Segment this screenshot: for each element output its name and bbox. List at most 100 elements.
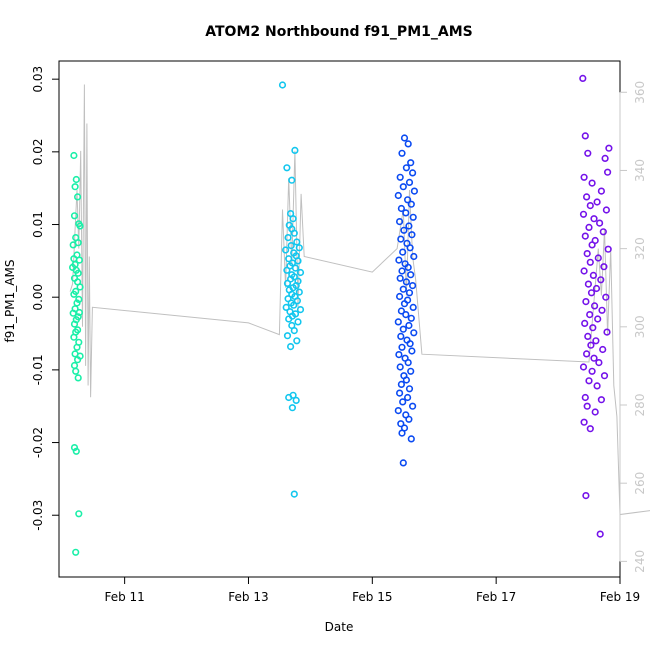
data-point [292,396,300,405]
data-point [397,307,406,315]
data-point [399,183,407,191]
data-point [398,149,406,157]
data-point [73,343,81,351]
data-point [287,343,295,351]
right-y-axis: 240 260 280 300 320 340 360 [619,81,647,573]
data-point [70,333,78,341]
right-y-tick-label: 340 [633,159,647,182]
data-point [282,246,290,254]
secondary-trace [69,84,650,516]
right-y-tick-label: 320 [633,237,647,260]
data-point [397,332,405,341]
data-point [586,202,594,210]
data-point [583,250,591,258]
plot-border [58,60,621,578]
data-point [70,320,79,328]
y-tick-label: 0.03 [31,66,45,93]
data-point [597,396,606,404]
data-point [404,263,412,272]
right-y-tick-label: 280 [633,394,647,417]
x-tick-label: Feb 17 [476,590,516,604]
data-point [598,306,606,314]
data-point [584,149,592,157]
data-point [410,187,419,195]
data-point [407,271,415,279]
data-point [397,420,405,428]
data-point [404,393,412,402]
data-point [408,347,416,355]
data-point [589,324,597,332]
data-point [582,350,591,358]
data-point [591,408,599,416]
data-point [283,266,291,274]
data-point [70,212,79,220]
data-point [407,367,415,375]
data-point [586,425,594,433]
data-point [70,361,79,370]
data-point [402,164,411,172]
data-point [588,241,596,249]
data-point [593,382,601,390]
data-point [588,367,596,375]
data-point [603,328,611,336]
data-point [71,183,79,191]
data-point [396,363,404,371]
right-y-tick-label: 300 [633,315,647,338]
data-points [68,74,613,556]
data-point [600,263,608,271]
data-point [405,385,414,393]
data-point [72,447,80,455]
data-point [73,356,82,364]
data-point [602,293,610,301]
y-tick-label: 0.02 [31,138,45,165]
x-tick-label: Feb 15 [352,590,392,604]
data-point [293,337,301,345]
data-point [582,298,590,306]
y-tick-label: 0.00 [31,284,45,311]
data-point [589,271,598,280]
data-point [590,215,598,223]
data-point [75,510,83,518]
data-point [293,297,302,305]
data-point [70,151,78,160]
data-point [594,315,602,323]
data-point [290,490,298,498]
y-axis: -0.03 -0.02 -0.01 0.00 0.01 0.02 0.03 [31,66,60,531]
data-point [595,219,604,227]
data-point [75,295,83,304]
data-point [584,332,592,341]
data-point [75,308,83,317]
chart-title: ATOM2 Northbound f91_PM1_AMS [205,24,472,40]
data-point [590,302,599,310]
data-point [288,176,296,184]
data-point [288,404,297,412]
data-point [396,218,404,226]
data-point [580,173,588,181]
data-point [602,206,611,214]
data-point [599,345,607,354]
data-point [72,175,80,184]
x-axis-label: Date [325,620,354,634]
secondary-trace-line [69,84,650,516]
data-point [581,319,589,328]
data-point [72,367,80,375]
data-point [599,228,607,236]
data-point [586,311,594,319]
data-point [603,168,612,176]
data-point [404,140,412,148]
data-point [283,164,291,172]
data-point [70,444,79,452]
data-point [285,255,293,263]
data-point [597,187,606,195]
data-point [600,372,609,380]
data-point [582,492,590,500]
data-point [405,289,414,297]
data-point [291,146,299,154]
data-point [595,359,603,367]
data-point [404,196,412,204]
data-point [604,245,612,253]
data-point [592,337,600,345]
data-point [291,264,300,272]
data-point [396,173,404,181]
data-point [407,435,415,443]
